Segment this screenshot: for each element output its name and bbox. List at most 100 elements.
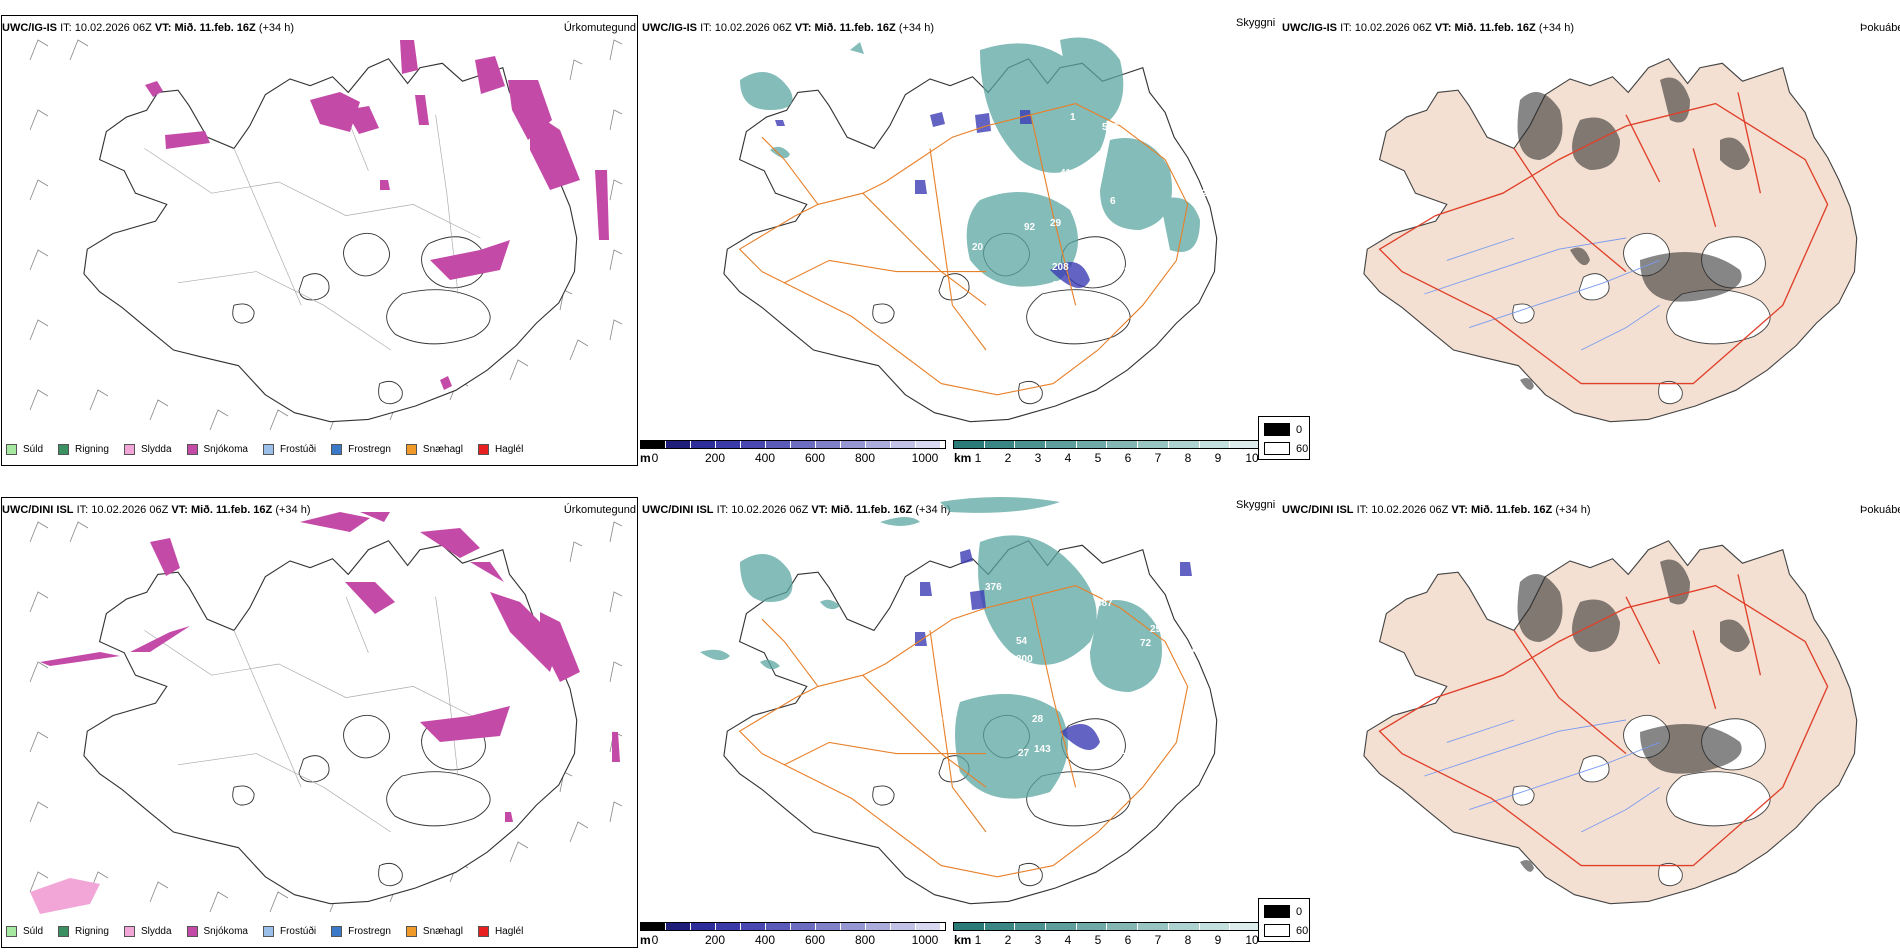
- legend-label: Slydda: [140, 444, 172, 455]
- visibility-tick: 10: [1245, 451, 1259, 465]
- roads: [738, 103, 1189, 396]
- cbar-cell: [866, 923, 891, 930]
- legend-item: Snæhagl: [405, 926, 463, 937]
- cbar-cell: [984, 923, 1016, 930]
- valid-time-label: VT:: [171, 504, 188, 516]
- cbar-cell: [1138, 923, 1169, 930]
- cbar-cell: [766, 441, 791, 448]
- lead-time: (+34 h): [1538, 22, 1574, 34]
- cloud-base-map: 98 346 48 376 84 300 54 970 487 29 72 85…: [700, 497, 1225, 905]
- vis-label: 208: [1052, 262, 1069, 273]
- legend-item: Súld: [6, 444, 43, 455]
- init-time: 10.02.2026 06Z: [74, 22, 152, 34]
- swatch: [262, 444, 274, 455]
- cbar-cell: [1138, 441, 1169, 448]
- vis-label: 1: [1070, 112, 1076, 123]
- cbar-cell: [641, 923, 666, 930]
- vis-label: 84: [938, 634, 950, 645]
- swatch: [262, 926, 274, 937]
- cbar-cell: [1107, 923, 1139, 930]
- legend-label: Frostúði: [279, 444, 317, 455]
- fog-map: [1363, 540, 1858, 905]
- vis-label: 487: [1096, 598, 1113, 609]
- cbar-cell: [1015, 923, 1047, 930]
- swatch: [6, 444, 17, 455]
- swatch: [186, 444, 198, 455]
- model-name: UWC/IG-IS: [642, 22, 697, 34]
- swatch: [186, 926, 198, 937]
- swatch: [405, 444, 417, 455]
- fog-roads: [1378, 574, 1829, 867]
- panel-type-label: Þokuábendi: [1860, 504, 1900, 516]
- cbar-cell: [841, 441, 866, 448]
- legend-item: Snæhagl: [405, 444, 463, 455]
- vis-label: 13: [932, 716, 944, 727]
- fog-intensity: [1517, 77, 1750, 390]
- legend-label: Frostúði: [279, 926, 317, 937]
- vis-label: 72: [1140, 638, 1152, 649]
- swatch: [405, 926, 417, 937]
- valid-time-label: VT:: [811, 504, 828, 516]
- panel-title: UWC/DINI ISL IT: 10.02.2026 06Z VT: Mið.…: [642, 504, 951, 516]
- swatch: [123, 444, 135, 455]
- visibility-tick: 10: [1245, 933, 1259, 947]
- precip-legend: Súld Rigning Slydda Snjókoma Frostúði Fr…: [6, 444, 538, 455]
- valid-time: Mið. 11.feb. 16Z: [190, 504, 273, 516]
- legend-item: Snjókoma: [186, 926, 248, 937]
- cbar-cell: [741, 441, 766, 448]
- cbar-cell: [891, 441, 916, 448]
- panel-type-label: Skyggni: [1236, 499, 1276, 511]
- cbar-cell: [954, 923, 985, 930]
- init-time-label: IT:: [60, 22, 72, 34]
- panel-title: UWC/DINI ISL IT: 10.02.2026 06Z VT: Mið.…: [2, 504, 311, 516]
- fog-legend: 0 60: [1258, 898, 1310, 942]
- swatch: [331, 444, 343, 455]
- visibility-tick: 2: [1004, 451, 1012, 465]
- ceiling-tick: 0: [651, 451, 659, 465]
- panel-title: UWC/IG-IS IT: 10.02.2026 06Z VT: Mið. 11…: [642, 22, 934, 34]
- ceiling-tick: 200: [704, 451, 726, 465]
- ceiling-colorbar-fill: [641, 441, 945, 448]
- low-visibility-areas: [700, 497, 1162, 799]
- fog-legend-label: 0: [1296, 906, 1303, 918]
- cbar-cell: [816, 441, 841, 448]
- precip-map: [29, 39, 623, 431]
- vis-label: 48: [800, 650, 812, 661]
- valid-time-label: VT:: [1451, 504, 1468, 516]
- cbar-cell: [984, 441, 1016, 448]
- cbar-cell: [1076, 923, 1108, 930]
- fog-rivers: [1424, 719, 1660, 833]
- low-visibility-areas: [740, 37, 1200, 287]
- vis-label: 346: [812, 638, 829, 649]
- vis-label: 131: [1124, 266, 1141, 277]
- vis-label: 412: [1060, 168, 1077, 179]
- vis-label: 28: [1032, 714, 1044, 725]
- fog-swatch: [1264, 423, 1290, 436]
- cbar-cell: [1230, 923, 1261, 930]
- cbar-cell: [916, 441, 941, 448]
- visibility-unit: km: [954, 933, 972, 947]
- legend-item: Slydda: [123, 926, 172, 937]
- legend-label: Frostregn: [348, 444, 391, 455]
- visibility-tick: 4: [1064, 451, 1072, 465]
- legend-item: Slydda: [123, 444, 172, 455]
- vis-label: 350: [1208, 664, 1225, 675]
- visibility-tick: 7: [1154, 933, 1162, 947]
- roads: [738, 585, 1189, 878]
- cbar-cell: [1046, 441, 1077, 448]
- valid-time-label: VT:: [794, 22, 812, 34]
- ceiling-tick: 600: [804, 451, 826, 465]
- precip-type-panel-row2: UWC/DINI ISL IT: 10.02.2026 06Z VT: Mið.…: [0, 482, 640, 950]
- valid-time-label: VT:: [1434, 22, 1452, 34]
- legend-label: Haglél: [494, 926, 524, 937]
- visibility-tick: 2: [1004, 933, 1012, 947]
- cbar-cell: [666, 441, 691, 448]
- cloud-base-panel-row2: UWC/DINI ISL IT: 10.02.2026 06Z VT: Mið.…: [640, 482, 1280, 950]
- swatch: [331, 926, 343, 937]
- ceiling-colorbar-fill: [641, 923, 945, 930]
- precip-legend: Súld Rigning Slydda Snjókoma Frostúði Fr…: [6, 926, 538, 937]
- cbar-cell: [1199, 923, 1231, 930]
- vis-label: 6: [1110, 196, 1116, 207]
- valid-time-label: VT:: [154, 22, 172, 34]
- panel-type-label: Úrkomutegund: [563, 22, 636, 34]
